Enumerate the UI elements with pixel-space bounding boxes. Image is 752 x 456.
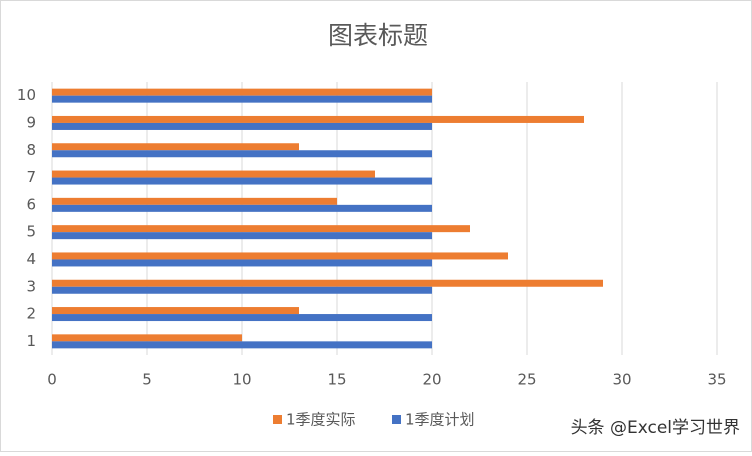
bar [52,314,432,322]
bar [52,197,337,205]
bar [52,115,584,123]
x-tick-label: 5 [142,371,152,389]
bar [52,122,432,130]
y-tick-label: 7 [26,168,36,186]
x-tick-label: 10 [232,371,251,389]
legend-label: 1季度计划 [405,411,475,429]
y-tick-label: 9 [26,113,36,131]
bar [52,259,432,267]
y-tick-label: 5 [26,223,36,241]
bar [52,150,432,158]
x-tick-label: 0 [47,371,57,389]
bar [52,252,508,260]
bar [52,88,432,96]
x-tick-label: 15 [327,371,346,389]
bar [52,341,432,349]
x-tick-label: 30 [612,371,631,389]
legend-label: 1季度实际 [286,411,356,429]
y-tick-label: 4 [26,250,36,268]
bar [52,334,242,342]
legend-swatch [392,415,401,424]
x-tick-label: 25 [517,371,536,389]
x-tick-label: 35 [707,371,726,389]
x-tick-label: 20 [422,371,441,389]
y-tick-label: 10 [17,86,36,104]
watermark: 头条 @Excel学习世界 [571,418,740,438]
y-tick-label: 1 [26,332,36,350]
bar [52,204,432,212]
bar [52,307,299,315]
bar [52,143,299,151]
y-tick-label: 2 [26,305,36,323]
chart-title: 图表标题 [328,21,428,50]
bar [52,232,432,240]
bar [52,177,432,185]
y-tick-label: 3 [26,277,36,295]
bar [52,279,603,287]
legend-swatch [273,415,282,424]
y-tick-label: 8 [26,141,36,159]
bar [52,95,432,103]
bar [52,225,470,233]
bar [52,286,432,294]
bar [52,170,375,178]
y-tick-label: 6 [26,195,36,213]
